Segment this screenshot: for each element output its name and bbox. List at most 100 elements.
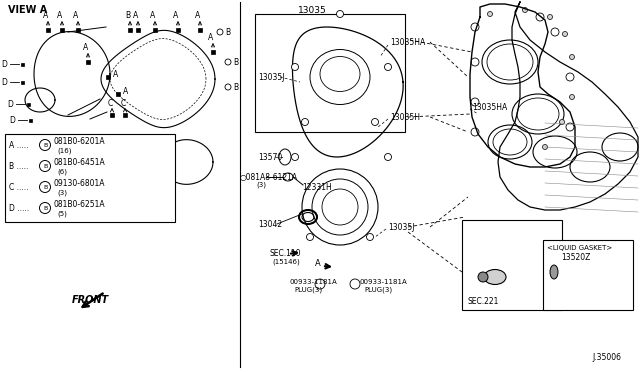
Text: J.35006: J.35006 (592, 353, 621, 362)
Bar (60, 28, 64, 32)
Text: A: A (83, 42, 88, 51)
Bar (462, 220, 562, 310)
Bar (93, 192, 97, 196)
Bar (86, 60, 90, 64)
Circle shape (543, 144, 547, 150)
Bar (46, 28, 50, 32)
Text: A: A (51, 187, 56, 196)
Text: A: A (173, 10, 179, 19)
Circle shape (217, 29, 223, 35)
Text: 13042: 13042 (258, 219, 282, 228)
Circle shape (337, 10, 344, 17)
Text: SEC.110: SEC.110 (270, 250, 301, 259)
Text: A: A (33, 183, 38, 192)
Text: A: A (44, 10, 49, 19)
Text: VIEW A: VIEW A (8, 5, 47, 15)
Bar (123, 113, 127, 117)
Text: C: C (120, 99, 125, 108)
Text: 13570: 13570 (258, 153, 282, 161)
Text: 12331H: 12331H (302, 183, 332, 192)
Bar (29, 119, 31, 122)
Text: (15146): (15146) (272, 259, 300, 265)
Text: B: B (125, 10, 131, 19)
Text: D .....: D ..... (9, 203, 29, 212)
Bar (20, 62, 24, 65)
Circle shape (522, 7, 527, 13)
Text: C: C (108, 99, 113, 108)
Bar (255, 14, 405, 132)
Text: A: A (88, 196, 93, 205)
Text: A: A (74, 10, 79, 19)
Bar (136, 28, 140, 32)
Circle shape (367, 234, 374, 241)
Text: B: B (233, 83, 238, 92)
Text: D: D (1, 77, 7, 87)
Bar (128, 28, 132, 32)
Text: A: A (133, 10, 139, 19)
Polygon shape (554, 263, 620, 281)
Circle shape (570, 94, 575, 99)
Ellipse shape (550, 265, 558, 279)
Circle shape (301, 119, 308, 125)
Bar (543, 240, 633, 310)
Bar (36, 179, 40, 182)
Text: ○081A8-6121A: ○081A8-6121A (240, 173, 298, 182)
Circle shape (471, 58, 479, 66)
Text: 081B0-6251A: 081B0-6251A (53, 199, 104, 208)
Text: 13520Z: 13520Z (561, 253, 590, 263)
Circle shape (371, 119, 378, 125)
Circle shape (385, 64, 392, 71)
Circle shape (385, 154, 392, 160)
Text: PLUG(3): PLUG(3) (294, 287, 322, 293)
Text: A: A (150, 10, 156, 19)
Text: D: D (9, 115, 15, 125)
Circle shape (488, 12, 493, 16)
Circle shape (559, 119, 564, 125)
Text: 13035HA: 13035HA (472, 103, 508, 112)
Text: 00933-1181A: 00933-1181A (290, 279, 338, 285)
Circle shape (551, 28, 559, 36)
Text: A: A (123, 87, 128, 96)
Circle shape (570, 55, 575, 60)
Bar (26, 103, 29, 106)
Text: 081B0-6451A: 081B0-6451A (53, 157, 105, 167)
Text: SEC.221: SEC.221 (468, 298, 499, 307)
Text: D: D (1, 60, 7, 68)
Text: 13035H: 13035H (390, 112, 420, 122)
Text: A: A (113, 70, 118, 78)
Text: (16): (16) (57, 148, 72, 154)
Bar (54, 183, 56, 186)
Text: 00933-1181A: 00933-1181A (360, 279, 408, 285)
Text: A: A (315, 260, 321, 269)
Bar (20, 80, 24, 83)
Circle shape (536, 13, 544, 21)
Text: FRONT: FRONT (72, 295, 109, 305)
Circle shape (471, 98, 479, 106)
Circle shape (566, 73, 574, 81)
Circle shape (547, 15, 552, 19)
Text: B: B (225, 28, 230, 36)
Text: PLUG(3): PLUG(3) (364, 287, 392, 293)
Circle shape (291, 154, 298, 160)
Circle shape (471, 128, 479, 136)
Text: (3): (3) (57, 190, 67, 196)
Circle shape (566, 123, 574, 131)
Circle shape (563, 32, 568, 36)
Circle shape (307, 234, 314, 241)
Text: B: B (43, 205, 47, 211)
Text: 13035J: 13035J (388, 222, 415, 231)
Circle shape (350, 279, 360, 289)
Bar (198, 28, 202, 32)
Text: A: A (209, 32, 214, 42)
Text: (3): (3) (256, 182, 266, 188)
Bar (211, 50, 215, 54)
Text: 13035: 13035 (298, 6, 327, 15)
Text: C .....: C ..... (9, 183, 29, 192)
Circle shape (291, 64, 298, 71)
Text: 13035HA: 13035HA (390, 38, 425, 46)
Bar (116, 92, 120, 96)
Text: D: D (7, 99, 13, 109)
Circle shape (225, 59, 231, 65)
Text: (5): (5) (57, 211, 67, 217)
Text: 13035J: 13035J (258, 73, 285, 81)
